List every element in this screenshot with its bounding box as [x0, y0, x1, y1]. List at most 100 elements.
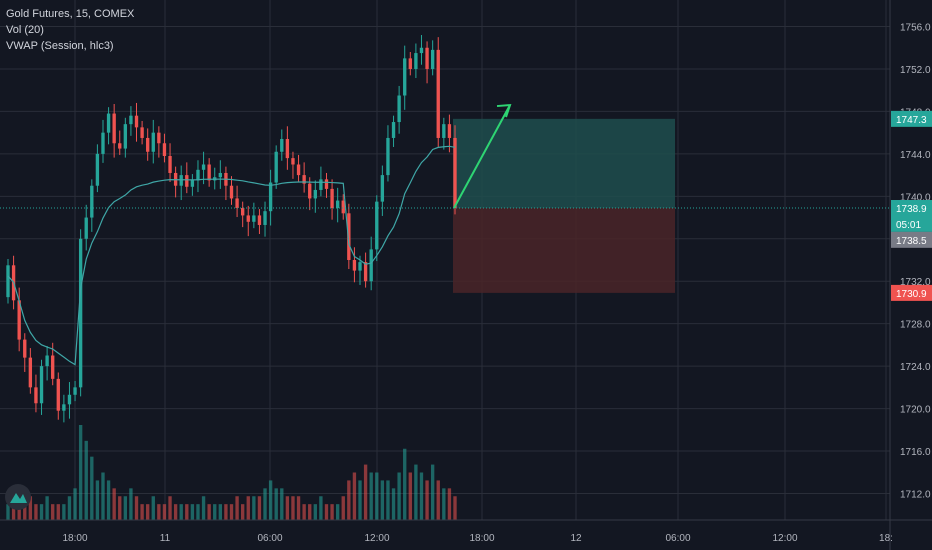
volume-bar — [274, 488, 278, 520]
volume-bar — [173, 504, 178, 520]
candle-body — [185, 175, 189, 187]
x-tick-label: 18: — [879, 533, 893, 544]
volume-bar — [67, 496, 72, 520]
price-tag-label: 1747.3 — [896, 115, 927, 126]
candle-body — [313, 189, 317, 199]
candle-body — [67, 394, 72, 405]
candle-body — [34, 387, 38, 404]
candle-body — [229, 185, 234, 199]
volume-bar — [375, 472, 379, 520]
x-tick-label: 12:00 — [364, 533, 389, 544]
volume-bar — [95, 480, 100, 520]
candle-body — [190, 180, 195, 187]
y-tick-label: 1724.0 — [900, 362, 931, 373]
candle-body — [118, 143, 122, 149]
candle-body — [134, 115, 139, 128]
volume-bar — [419, 472, 424, 520]
x-tick-label: 11 — [160, 533, 171, 544]
candle-body — [151, 132, 155, 152]
volume-bar — [45, 496, 49, 520]
volume-bar — [51, 504, 55, 520]
symbol-title[interactable]: Gold Futures, 15, COMEX — [6, 8, 135, 20]
volume-bar — [391, 488, 396, 520]
candle-body — [363, 262, 368, 282]
candle-body — [56, 378, 60, 411]
candle-body — [6, 265, 10, 298]
candle-body — [168, 156, 172, 173]
candle-body — [28, 357, 33, 388]
target-zone — [453, 118, 675, 208]
forecast-arrow-line — [453, 104, 511, 209]
candle-body — [179, 175, 183, 186]
volume-bar — [414, 464, 418, 520]
candle-body — [430, 49, 435, 69]
volume-bar — [324, 504, 329, 520]
y-tick-label: 1752.0 — [900, 65, 931, 76]
volume-bar — [425, 480, 429, 520]
volume-indicator-label[interactable]: Vol (20) — [6, 24, 44, 36]
candle-body — [447, 124, 452, 138]
candle-body — [45, 355, 49, 367]
candle-body — [436, 49, 440, 138]
candle-body — [39, 366, 44, 404]
y-tick-label: 1728.0 — [900, 320, 931, 331]
candle-body — [335, 200, 340, 208]
candle-body — [95, 153, 100, 186]
volume-bar — [218, 504, 223, 520]
vwap-indicator-label[interactable]: VWAP (Session, hlc3) — [6, 40, 114, 52]
volume-bar — [335, 504, 340, 520]
volume-bar — [196, 504, 200, 520]
volume-bar — [280, 488, 284, 520]
volume-bar — [229, 504, 234, 520]
candle-body — [246, 215, 250, 222]
volume-bar — [224, 504, 228, 520]
candle-body — [129, 115, 133, 125]
volume-bar — [397, 472, 401, 520]
candle-body — [78, 238, 83, 388]
volume-bar — [430, 464, 435, 520]
volume-bar — [56, 504, 60, 520]
candle-body — [414, 53, 418, 69]
volume-bar — [268, 480, 273, 520]
candle-body — [17, 300, 21, 340]
volume-bar — [263, 488, 267, 520]
volume-bar — [185, 504, 189, 520]
candle-body — [84, 217, 88, 239]
volume-bar — [296, 496, 301, 520]
volume-bar — [386, 480, 390, 520]
candle-body — [62, 404, 66, 411]
candle-body — [23, 339, 27, 358]
candle-body — [403, 58, 407, 96]
chart-grid — [0, 0, 890, 520]
y-tick-label: 1716.0 — [900, 447, 931, 458]
volume-bar — [201, 496, 206, 520]
candle-body — [90, 185, 94, 218]
candle-body — [207, 164, 211, 181]
candle-body — [386, 137, 390, 176]
candle-body — [352, 260, 357, 271]
volume-bar — [207, 504, 211, 520]
volume-bar — [90, 456, 94, 520]
candle-body — [324, 179, 329, 189]
candle-body — [252, 215, 256, 222]
price-tag — [891, 110, 932, 127]
volume-bar — [39, 504, 44, 520]
volume-bar — [291, 496, 295, 520]
volume-bar — [162, 504, 167, 520]
candle-body — [274, 151, 278, 183]
candle-body — [330, 188, 334, 208]
candle-body — [280, 139, 284, 152]
candle-body — [285, 139, 290, 159]
y-tick-label: 1756.0 — [900, 23, 931, 34]
candle-body — [263, 211, 267, 225]
candle-body — [146, 137, 150, 152]
candle-body — [268, 182, 273, 212]
x-tick-label: 06:00 — [665, 533, 690, 544]
y-tick-label: 1712.0 — [900, 489, 931, 500]
candlestick-series — [6, 35, 457, 423]
candle-body — [101, 132, 105, 154]
candle-body — [319, 179, 323, 190]
candle-body — [358, 262, 362, 271]
